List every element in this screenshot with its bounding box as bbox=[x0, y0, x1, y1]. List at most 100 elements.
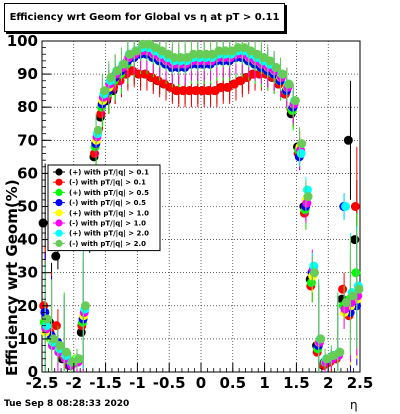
data-point bbox=[42, 321, 52, 331]
data-point bbox=[309, 261, 319, 271]
data-point bbox=[341, 202, 351, 211]
data-point bbox=[55, 341, 65, 351]
data-point bbox=[343, 135, 353, 145]
series bbox=[42, 39, 364, 372]
data-point bbox=[341, 297, 351, 307]
data-point bbox=[51, 251, 61, 261]
data-point bbox=[169, 53, 179, 63]
x-tick-label: 2.5 bbox=[347, 374, 374, 392]
legend-marker bbox=[55, 219, 63, 227]
y-tick-label: 20 bbox=[17, 297, 38, 315]
legend-marker bbox=[55, 239, 63, 247]
legend-box bbox=[47, 164, 161, 252]
data-point bbox=[96, 109, 106, 119]
x-tick-label: -2 bbox=[65, 374, 82, 392]
legend-marker bbox=[55, 168, 63, 176]
data-point bbox=[297, 139, 307, 149]
x-tick-label: 0.5 bbox=[220, 374, 247, 392]
data-point bbox=[316, 334, 326, 344]
data-point bbox=[338, 284, 348, 294]
data-point bbox=[354, 284, 364, 294]
legend-marker bbox=[55, 199, 63, 207]
data-point bbox=[90, 149, 100, 159]
data-point bbox=[106, 72, 116, 82]
data-point bbox=[348, 291, 358, 301]
timestamp: Tue Sep 8 08:28:33 2020 bbox=[4, 399, 130, 409]
legend-label: (+) with pT/|q| > 0.5 bbox=[69, 189, 149, 198]
data-point bbox=[217, 82, 227, 92]
data-point bbox=[131, 46, 141, 56]
legend-label: (+) with pT/|q| > 0.1 bbox=[69, 169, 149, 178]
data-point bbox=[335, 347, 345, 357]
legend-marker bbox=[55, 229, 63, 237]
data-point bbox=[302, 185, 312, 195]
legend: (+) with pT/|q| > 0.1(-) with pT/|q| > 0… bbox=[47, 164, 161, 252]
data-point bbox=[134, 69, 144, 79]
legend-label: (-) with pT/|q| > 0.1 bbox=[69, 179, 146, 188]
y-tick-label: 40 bbox=[17, 231, 38, 249]
y-tick-label: 100 bbox=[7, 32, 38, 50]
data-point bbox=[214, 46, 224, 56]
y-axis-label: Efficiency wrt Geom(%) bbox=[3, 179, 21, 376]
data-point bbox=[185, 86, 195, 96]
axes: -2.5 -2 -1.5 -1 -0.5 0 0.5 1 1.5 2 2.5 0 10 20 30 40 50 6… bbox=[7, 32, 374, 392]
data-point bbox=[265, 56, 275, 66]
y-tick-label: 0 bbox=[28, 363, 38, 381]
x-tick-label: -1 bbox=[129, 374, 146, 392]
data-point bbox=[100, 86, 110, 96]
data-point bbox=[233, 43, 243, 53]
data-point bbox=[191, 86, 201, 96]
x-tick-label: -0.5 bbox=[153, 374, 186, 392]
data-point bbox=[74, 354, 84, 364]
data-point bbox=[51, 321, 61, 331]
data-point bbox=[195, 49, 205, 59]
data-point bbox=[284, 79, 294, 89]
data-point bbox=[198, 86, 208, 96]
y-tick-label: 10 bbox=[17, 330, 38, 348]
data-point bbox=[189, 49, 199, 59]
legend-marker bbox=[55, 178, 63, 186]
data-point bbox=[119, 59, 129, 69]
data-point bbox=[138, 39, 148, 49]
chart-title: Efficiency wrt Geom for Global vs η at p… bbox=[4, 3, 285, 32]
x-tick-label: -2.5 bbox=[26, 374, 59, 392]
y-tick-label: 70 bbox=[17, 131, 38, 149]
legend-marker bbox=[55, 209, 63, 217]
data-point bbox=[350, 202, 360, 211]
data-point bbox=[350, 235, 360, 245]
data-point bbox=[303, 192, 313, 202]
data-point bbox=[220, 46, 230, 56]
data-point bbox=[309, 268, 319, 278]
legend-label: (-) with pT/|q| > 2.0 bbox=[69, 240, 146, 249]
data-point bbox=[290, 96, 300, 106]
x-tick-label: 2 bbox=[323, 374, 333, 392]
y-tick-label: 90 bbox=[17, 65, 38, 83]
data-point bbox=[249, 69, 259, 79]
y-tick-label: 60 bbox=[17, 164, 38, 182]
data-point bbox=[112, 66, 122, 76]
data-point bbox=[42, 314, 52, 324]
data-point bbox=[179, 86, 189, 96]
legend-label: (+) with pT/|q| > 2.0 bbox=[69, 230, 149, 239]
legend-label: (-) with pT/|q| > 0.5 bbox=[69, 199, 146, 208]
x-tick-label: 0 bbox=[196, 374, 206, 392]
data-point bbox=[80, 301, 90, 311]
legend-marker bbox=[55, 188, 63, 196]
y-tick-label: 50 bbox=[17, 198, 38, 216]
data-point bbox=[172, 86, 182, 96]
data-point bbox=[38, 218, 48, 228]
x-tick-label: 1.5 bbox=[283, 374, 310, 392]
data-point bbox=[351, 268, 361, 278]
data-point bbox=[61, 347, 71, 357]
data-point bbox=[176, 53, 186, 63]
x-tick-label: 1 bbox=[259, 374, 269, 392]
data-point bbox=[278, 69, 288, 79]
data-point bbox=[271, 62, 281, 72]
data-point bbox=[49, 334, 59, 344]
y-tick-label: 80 bbox=[17, 98, 38, 116]
data-point bbox=[93, 125, 103, 135]
x-tick-label: -1.5 bbox=[89, 374, 122, 392]
data-point bbox=[296, 149, 306, 159]
y-tick-label: 30 bbox=[17, 264, 38, 282]
